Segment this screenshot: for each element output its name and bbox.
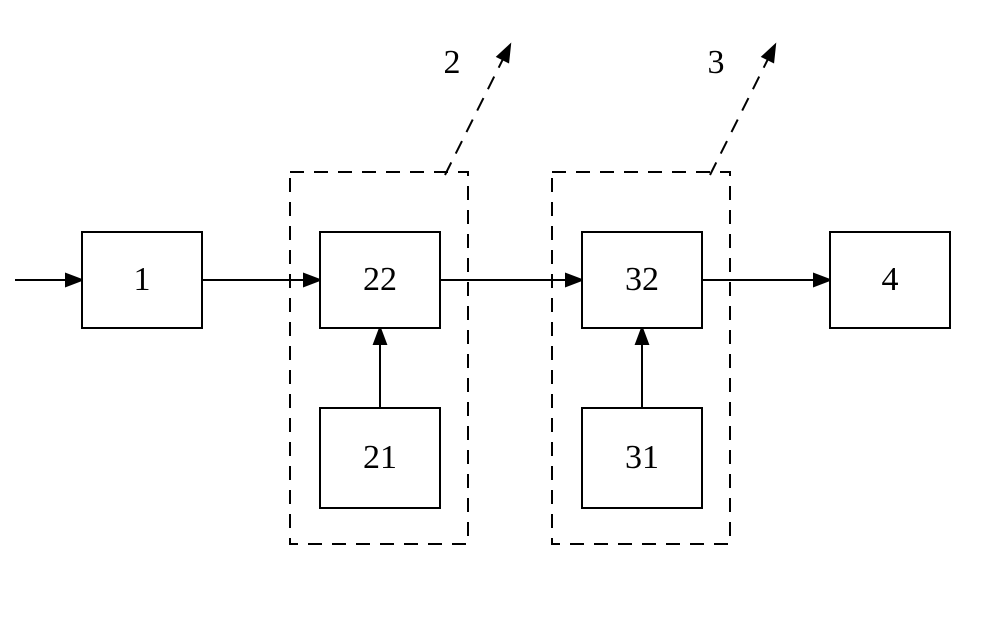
box-label-4: 4	[882, 261, 899, 298]
box-label-21: 21	[363, 439, 397, 476]
box-label-1: 1	[134, 261, 151, 298]
group-label-3: 3	[708, 44, 725, 81]
group-label-2: 2	[444, 44, 461, 81]
box-label-22: 22	[363, 261, 397, 298]
box-label-32: 32	[625, 261, 659, 298]
box-label-31: 31	[625, 439, 659, 476]
